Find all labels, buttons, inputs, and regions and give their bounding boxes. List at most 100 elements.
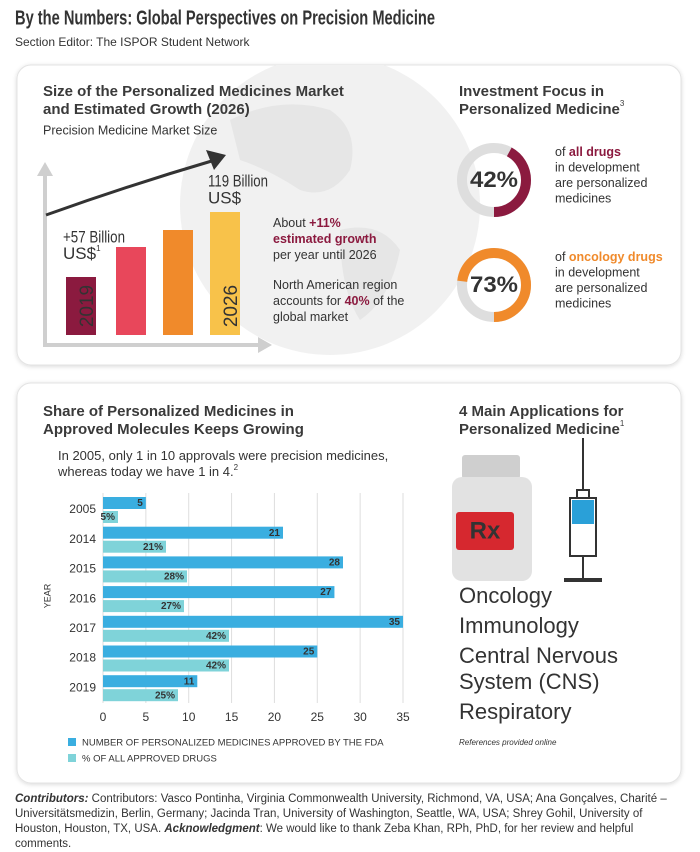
text-segment: per year until 2026 — [273, 248, 377, 262]
text-segment: estimated growth — [273, 232, 377, 246]
text-segment: all drugs — [569, 145, 621, 159]
value-label: 28% — [164, 572, 184, 583]
bar-year: 2026 — [221, 285, 242, 327]
market-bar — [163, 230, 193, 335]
y-tick-label: 2017 — [69, 621, 96, 635]
x-tick-label: 35 — [396, 710, 410, 724]
axis-arrow — [258, 337, 272, 353]
title-line: 4 Main Applications for — [459, 403, 624, 420]
value-label: 25 — [303, 647, 315, 658]
y-tick-label: 2005 — [69, 502, 96, 516]
page-subtitle: Section Editor: The ISPOR Student Networ… — [15, 35, 251, 49]
market-value-label: +57 Billion — [63, 227, 125, 246]
chart-subtitle: whereas today we have 1 in 4.2 — [57, 463, 239, 479]
unit: US$ — [63, 244, 97, 263]
text-segment: are personalized — [555, 281, 647, 295]
section-title: Personalized Medicine3 — [459, 99, 625, 118]
bar — [103, 586, 335, 599]
value-label: 27 — [320, 587, 332, 598]
text-line: About +11% — [273, 216, 341, 230]
text-segment: North American region — [273, 278, 397, 292]
title-line: Investment Focus in — [459, 83, 604, 100]
title-line: Personalized Medicine — [459, 421, 620, 438]
title-line: Size of the Personalized Medicines Marke… — [43, 83, 344, 100]
value-label: 5 — [137, 498, 143, 509]
title-line: Personalized Medicine — [459, 101, 620, 118]
text-segment: global market — [273, 310, 349, 324]
text-line: are personalized — [555, 281, 647, 295]
market-bar — [210, 212, 240, 335]
value-label: 27% — [161, 601, 181, 612]
reference-note: References provided online — [459, 738, 557, 747]
bar — [103, 570, 187, 583]
text-line: global market — [273, 310, 349, 324]
text-line: medicines — [555, 297, 611, 311]
footer-label: Contributors: — [15, 793, 89, 805]
y-tick-label: 2018 — [69, 651, 96, 665]
x-tick-label: 25 — [311, 710, 325, 724]
bar — [103, 556, 343, 569]
text-segment: of — [555, 250, 569, 264]
approvals-panel — [16, 382, 682, 784]
bar — [103, 615, 403, 628]
bar — [103, 689, 178, 702]
value-label: 21 — [269, 528, 281, 539]
text-segment: 40% — [345, 294, 370, 308]
section-title: 4 Main Applications for — [459, 403, 624, 420]
y-tick-label: 2016 — [69, 591, 96, 605]
text-segment: in development — [555, 161, 640, 175]
application-label: System (CNS) — [459, 669, 600, 694]
growth-arrow — [45, 158, 216, 217]
value-label: 35 — [389, 617, 401, 628]
x-tick-label: 5 — [143, 710, 150, 724]
section-title: Investment Focus in — [459, 83, 604, 100]
market-bar — [116, 247, 146, 335]
text-line: in development — [555, 161, 640, 175]
y-axis-label: YEAR — [42, 583, 52, 608]
syringe-icon — [564, 438, 602, 582]
text-line: in development — [555, 266, 640, 280]
text-line: accounts for 40% of the — [273, 294, 404, 308]
text-line: are personalized — [555, 176, 647, 190]
y-tick-label: 2015 — [69, 562, 96, 576]
value-label: 11 — [184, 676, 195, 687]
donut-arc — [457, 143, 531, 217]
chart-subtitle: In 2005, only 1 in 10 approvals were pre… — [58, 448, 388, 463]
growth-arrow-head — [206, 150, 226, 170]
x-tick-label: 15 — [225, 710, 239, 724]
text-segment: of the — [370, 294, 405, 308]
y-tick-label: 2014 — [69, 532, 96, 546]
globe — [180, 65, 480, 355]
legend-swatch — [68, 754, 76, 762]
text-line: of oncology drugs — [555, 250, 663, 264]
rx-label: Rx — [470, 517, 501, 544]
section-title: Approved Molecules Keeps Growing — [43, 421, 304, 438]
text-segment: About — [273, 216, 309, 230]
subtitle-line: whereas today we have 1 in 4. — [57, 464, 234, 479]
title-line: Approved Molecules Keeps Growing — [43, 421, 304, 438]
donut-arc — [457, 248, 531, 322]
y-tick-label: 2019 — [69, 680, 96, 694]
x-tick-label: 20 — [268, 710, 282, 724]
text-segment: are personalized — [555, 176, 647, 190]
donut-label: 42% — [470, 167, 518, 192]
text-segment: in development — [555, 266, 640, 280]
footnote-ref: 2 — [234, 463, 239, 472]
text-segment: of — [555, 145, 569, 159]
market-bar — [66, 277, 96, 335]
bar-year: 2019 — [77, 285, 98, 327]
text-line: per year until 2026 — [273, 248, 377, 262]
value-label: 5% — [101, 512, 116, 523]
text-line: medicines — [555, 192, 611, 206]
value-label: 25% — [155, 690, 175, 701]
application-label: Central Nervous — [459, 643, 618, 668]
footnote-ref: 3 — [620, 99, 625, 108]
text-line: of all drugs — [555, 145, 621, 159]
rx-bottle-icon — [452, 455, 532, 581]
legend-swatch — [68, 738, 76, 746]
footnote-ref: 1 — [620, 419, 625, 428]
value-label: 21% — [143, 542, 163, 553]
market-unit: US$1 — [63, 244, 101, 263]
bar — [103, 600, 184, 613]
text-segment: accounts for — [273, 294, 345, 308]
